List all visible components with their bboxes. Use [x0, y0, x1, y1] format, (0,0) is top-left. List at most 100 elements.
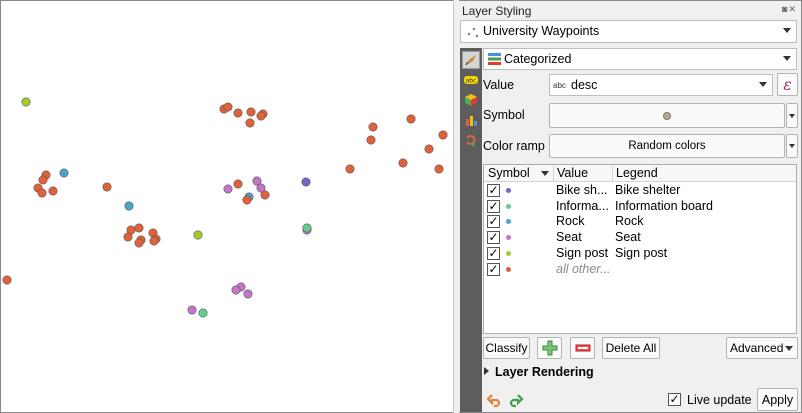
point-layer-icon: [467, 27, 479, 38]
chevron-down-icon: [789, 113, 795, 118]
waypoint-marker-information-board: [302, 223, 312, 233]
value-label: Value: [483, 78, 515, 92]
waypoint-marker-other: [233, 108, 243, 118]
waypoint-marker-seat: [256, 183, 266, 193]
chevron-down-icon: [783, 56, 791, 61]
delete-all-button[interactable]: Delete All: [602, 337, 660, 359]
symbol-button[interactable]: [549, 103, 785, 128]
waypoint-marker-other: [424, 144, 434, 154]
diagrams-tab-icon[interactable]: [462, 111, 480, 129]
renderer-selector[interactable]: Categorized: [483, 48, 797, 70]
value-field-selector[interactable]: abc desc: [549, 74, 773, 96]
symbol-menu-button[interactable]: [786, 103, 798, 128]
category-legend: Rock: [615, 214, 644, 229]
table-row[interactable]: ✓ Bike sh... Bike shelter: [484, 183, 796, 199]
waypoint-marker-other: [398, 158, 408, 168]
waypoint-marker-seat: [223, 184, 233, 194]
category-visibility-checkbox[interactable]: ✓: [487, 245, 500, 260]
live-update-label: Live update: [687, 393, 752, 407]
category-symbol-icon[interactable]: [506, 235, 511, 241]
category-symbol-icon[interactable]: [506, 250, 511, 256]
waypoint-marker-other: [134, 238, 144, 248]
table-row[interactable]: ✓ Rock Rock: [484, 214, 796, 230]
waypoint-marker-bike-shelter: [301, 177, 311, 187]
column-header-symbol[interactable]: Symbol: [488, 166, 530, 180]
symbology-tab-icon[interactable]: [462, 51, 480, 69]
panel-float-close-icons[interactable]: ◙✕: [782, 4, 797, 14]
undo-button[interactable]: [486, 392, 502, 408]
expand-arrow-icon: [484, 367, 489, 375]
value-field-name: desc: [571, 78, 598, 92]
category-symbol-icon[interactable]: [506, 266, 511, 272]
table-row[interactable]: ✓ Seat Seat: [484, 230, 796, 246]
category-legend: Seat: [615, 230, 641, 245]
history-tab-icon[interactable]: [462, 131, 480, 149]
waypoint-marker-seat: [231, 285, 241, 295]
waypoint-marker-sign-post: [193, 230, 203, 240]
color-ramp-label: Color ramp: [483, 139, 545, 153]
category-value: Sign post: [556, 245, 609, 260]
remove-category-button[interactable]: [570, 337, 595, 359]
category-legend: Bike shelter: [615, 183, 681, 197]
category-visibility-checkbox[interactable]: ✓: [487, 198, 500, 213]
map-canvas[interactable]: [0, 0, 453, 413]
layer-styling-panel: Layer Styling ◙✕ University Waypoints ab…: [459, 0, 802, 413]
waypoint-marker-other: [256, 111, 266, 121]
redo-button[interactable]: [508, 392, 524, 408]
category-symbol-icon[interactable]: [506, 203, 511, 209]
category-value: Bike sh...: [556, 183, 608, 197]
waypoint-marker-other: [134, 223, 144, 233]
waypoint-marker-other: [223, 102, 233, 112]
waypoint-marker-rock: [124, 201, 134, 211]
apply-button[interactable]: Apply: [757, 388, 798, 411]
categories-table[interactable]: Symbol Value Legend ✓ Bike sh... Bike shel…: [483, 164, 797, 334]
waypoint-marker-other: [37, 188, 47, 198]
styling-side-toolbar: abc: [460, 48, 482, 412]
layer-selector[interactable]: University Waypoints: [460, 20, 797, 43]
color-ramp-menu-button[interactable]: [786, 134, 798, 158]
renderer-type: Categorized: [504, 52, 572, 66]
table-header: Symbol Value Legend: [484, 165, 796, 182]
category-value: Seat: [556, 230, 582, 245]
layer-rendering-section[interactable]: Layer Rendering: [484, 365, 594, 379]
3d-view-tab-icon[interactable]: [462, 91, 480, 109]
layer-rendering-title: Layer Rendering: [495, 365, 594, 379]
live-update-checkbox[interactable]: ✓: [668, 392, 681, 406]
table-row[interactable]: ✓ all other...: [484, 262, 796, 278]
advanced-button[interactable]: Advanced: [726, 337, 798, 359]
category-value: Rock: [556, 214, 585, 229]
waypoint-marker-seat: [243, 289, 253, 299]
table-row[interactable]: ✓ Informa... Information board: [484, 199, 796, 215]
waypoint-marker-other: [233, 179, 243, 189]
column-header-legend[interactable]: Legend: [616, 166, 658, 180]
category-visibility-checkbox[interactable]: ✓: [487, 183, 500, 197]
waypoint-marker-other: [260, 190, 270, 200]
category-legend: Sign post: [615, 245, 668, 260]
chevron-down-icon: [789, 144, 795, 148]
waypoint-marker-other: [368, 122, 378, 132]
classify-button[interactable]: Classify: [483, 337, 530, 359]
category-symbol-icon[interactable]: [506, 188, 511, 193]
string-type-badge: abc: [553, 81, 566, 90]
labels-tab-icon[interactable]: abc: [462, 71, 480, 89]
category-symbol-icon[interactable]: [506, 219, 511, 225]
waypoint-marker-other: [406, 114, 416, 124]
redo-icon: [509, 394, 524, 408]
add-category-button[interactable]: [537, 337, 562, 359]
undo-icon: [486, 394, 501, 408]
category-visibility-checkbox[interactable]: ✓: [487, 214, 500, 229]
panel-splitter[interactable]: [453, 0, 459, 413]
symbol-label: Symbol: [483, 108, 525, 122]
panel-title: Layer Styling: [462, 4, 532, 18]
waypoint-marker-other: [149, 236, 159, 246]
column-header-value[interactable]: Value: [557, 166, 589, 180]
expression-button[interactable]: ε: [777, 73, 798, 96]
category-legend: Information board: [615, 198, 713, 213]
category-visibility-checkbox[interactable]: ✓: [487, 261, 500, 276]
waypoint-marker-rock: [59, 168, 69, 178]
layer-name: University Waypoints: [483, 24, 600, 38]
color-ramp-button[interactable]: Random colors: [549, 134, 785, 158]
category-visibility-checkbox[interactable]: ✓: [487, 230, 500, 245]
table-row[interactable]: ✓ Sign post Sign post: [484, 246, 796, 262]
waypoint-marker-information-board: [198, 308, 208, 318]
